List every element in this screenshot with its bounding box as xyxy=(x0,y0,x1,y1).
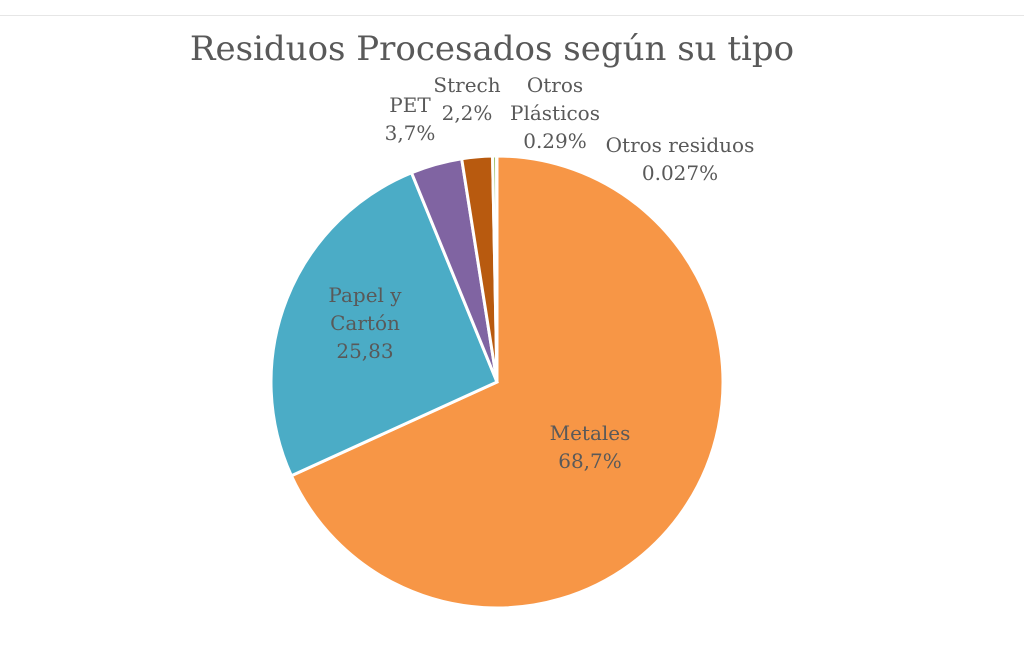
top-divider xyxy=(0,15,1024,16)
chart-title: Residuos Procesados según su tipo xyxy=(190,29,794,69)
data-label: Otros residuos 0.027% xyxy=(606,133,755,185)
data-label: Papel y Cartón 25,83 xyxy=(328,283,402,363)
data-label: Otros Plásticos 0.29% xyxy=(510,73,600,153)
pie-slice-papel-y-cartón xyxy=(269,170,499,478)
data-label: PET 3,7% xyxy=(385,93,436,145)
data-label: Metales 68,7% xyxy=(550,421,631,473)
pie-slice-metales xyxy=(289,154,725,610)
data-label: Strech 2,2% xyxy=(433,73,500,125)
